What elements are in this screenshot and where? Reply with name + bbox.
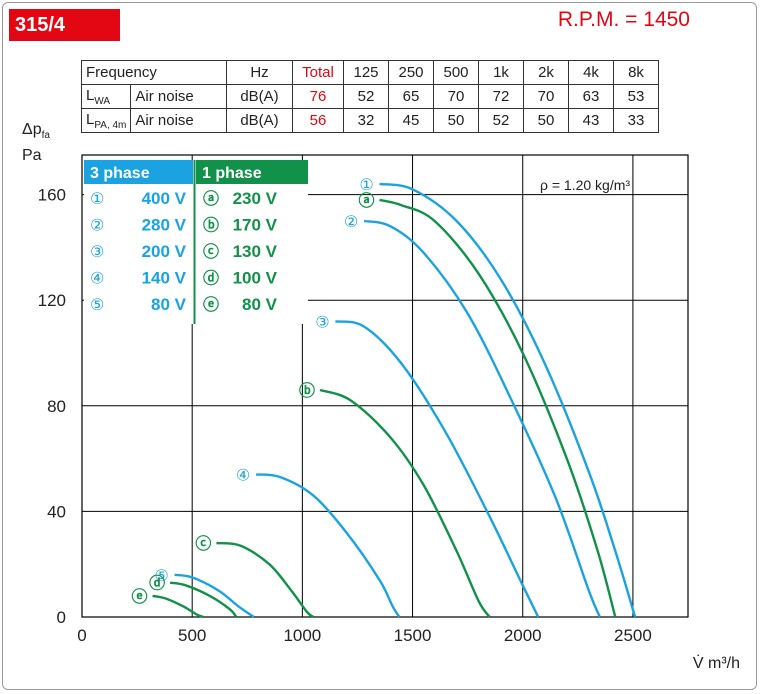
legend-1phase-title: 1 phase [202,165,262,182]
header-4k: 4k [568,60,614,85]
series-marker: ⑤ [154,566,168,585]
legend-3phase-voltage: 400 V [142,189,187,208]
header-500: 500 [433,60,479,85]
row-label: Air noise [130,108,227,133]
legend-1phase-marker: ⓓ [203,269,219,288]
row-unit: dB(A) [226,108,293,133]
legend-3phase-voltage: 200 V [142,242,187,261]
x-tick-label: 2500 [614,626,652,645]
legend-1phase-voltage: 230 V [233,189,278,208]
x-tick-label: 1500 [394,626,432,645]
y-tick-label: 0 [57,608,66,627]
row-total: 76 [292,84,344,109]
legend-1phase-marker: ⓑ [203,216,219,235]
noise-table: Frequency Hz Total 125 250 500 1k 2k 4k … [80,60,659,133]
legend-3phase-marker: ② [90,216,104,235]
noise-table-row: LPA, 4m Air noise dB(A) 56 32 45 50 52 5… [80,108,659,133]
header-1k: 1k [478,60,524,85]
row-value: 53 [613,84,659,109]
header-frequency: Frequency [81,60,227,85]
plot-area [81,154,689,618]
y-tick-label: 160 [38,186,66,205]
noise-table-header: Frequency Hz Total 125 250 500 1k 2k 4k … [81,60,659,85]
legend-3phase-title: 3 phase [90,165,150,182]
row-value: 63 [568,84,614,109]
x-axis-label: V̇ m³/h [692,655,740,672]
series-marker: ④ [236,465,250,484]
row-value: 70 [523,84,569,109]
series-line [152,594,204,619]
series-line [379,198,617,618]
header-8k: 8k [613,60,659,85]
legend-1phase-voltage: 130 V [233,242,278,261]
legend-3phase-marker: ④ [90,269,104,288]
legend-1phase-marker: ⓐ [203,189,219,208]
series-marker: ⓒ [195,534,211,553]
legend-3phase-voltage: 140 V [142,269,187,288]
series-line [335,320,540,618]
y-tick-label: 80 [47,397,66,416]
series-marker: ③ [315,312,329,331]
legend-1phase-voltage: 100 V [233,269,278,288]
series-marker: ⓔ [132,587,148,606]
series-line [216,541,315,618]
legend-1phase-header [196,160,308,184]
row-value: 43 [568,108,614,133]
row-value: 32 [343,108,389,133]
series-marker: ⓑ [299,381,315,400]
x-tick-label: 500 [178,626,206,645]
y-axis-label: Δpfa Pa [22,121,50,165]
series-marker: ① [359,175,373,194]
legend-1phase-voltage: 80 V [242,295,278,314]
row-symbol: LWA [80,84,132,109]
legend-3phase-voltage: 280 V [142,216,187,235]
legend-3phase-marker: ⑤ [90,295,104,314]
series-line [319,388,491,618]
series-marker: ⓓ [149,574,165,593]
row-value: 52 [343,84,389,109]
row-symbol: LPA, 4m [80,108,132,133]
series-marker: ② [344,212,358,231]
series-line [174,573,255,618]
series-marker: ⓐ [358,191,374,210]
header-hz: Hz [226,60,293,85]
legend-3phase-voltage: 80 V [151,295,187,314]
row-value: 45 [388,108,434,133]
x-tick-label: 0 [77,626,86,645]
legend-1phase-voltage: 170 V [233,216,278,235]
rpm-label: R.P.M. = 1450 [557,8,690,31]
row-total: 56 [292,108,344,133]
legend-3phase-header [84,160,193,184]
legend-1phase-marker: ⓔ [203,295,219,314]
x-tick-label: 2000 [504,626,542,645]
y-tick-label: 40 [47,502,66,521]
series-line [255,473,401,618]
legend-3phase-marker: ① [90,189,104,208]
row-label: Air noise [130,84,227,109]
row-value: 33 [613,108,659,133]
legend-3phase-marker: ③ [90,242,104,261]
header-total: Total [292,60,344,85]
series-line [363,219,602,618]
legend-background [84,160,308,324]
series-line [169,581,238,618]
row-unit: dB(A) [226,84,293,109]
y-tick-label: 120 [38,291,66,310]
model-badge: 315/4 [9,9,120,41]
noise-table-row: LWA Air noise dB(A) 76 52 65 70 72 70 63… [80,84,659,109]
series-line [379,182,637,618]
row-value: 50 [523,108,569,133]
x-tick-label: 1000 [283,626,321,645]
legend-1phase-marker: ⓒ [203,242,219,261]
density-note: ρ = 1.20 kg/m³ [540,177,630,193]
